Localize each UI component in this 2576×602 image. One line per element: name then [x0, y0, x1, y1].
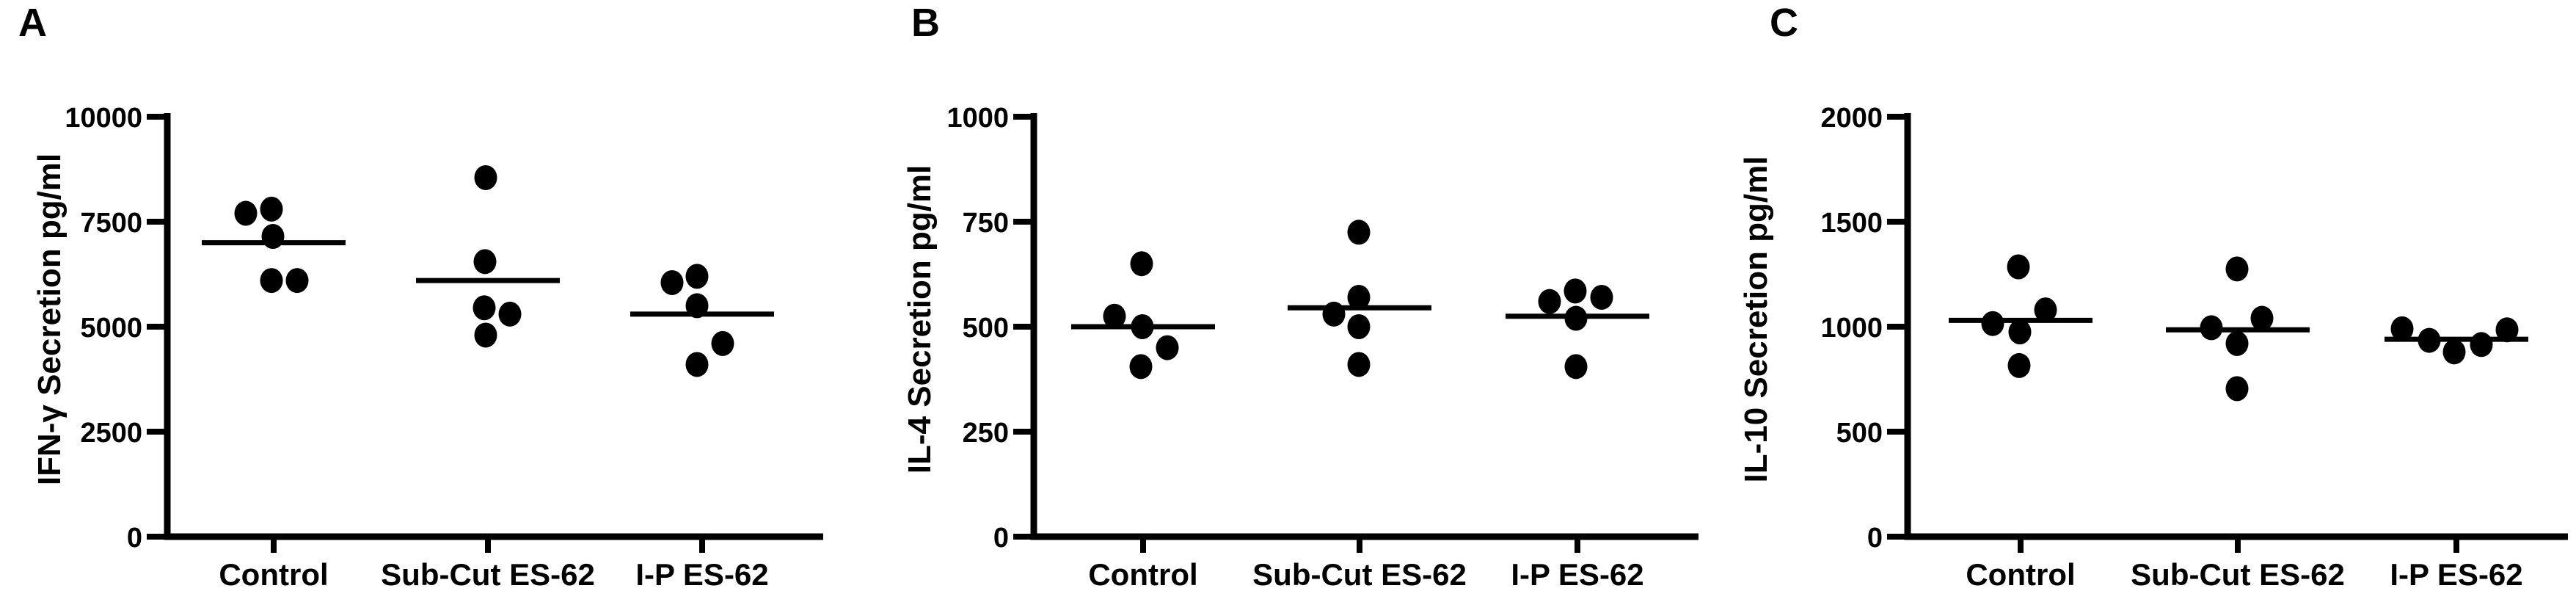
panel-letter-a: A: [18, 1, 47, 45]
data-point: [2470, 332, 2493, 358]
y-tick-label: 1000: [946, 103, 1009, 134]
y-tick-label: 750: [963, 208, 1009, 239]
panel-a-ifn-gamma: A 0 2500 5000 7500 10000 IFN-γ Secretion pg/m…: [0, 0, 858, 602]
data-point: [660, 269, 684, 295]
data-point: [1564, 354, 1588, 380]
data-point: [1103, 303, 1126, 329]
data-point: [472, 295, 496, 321]
x-tick-label: I-P ES-62: [1511, 557, 1643, 592]
x-tick-label: I-P ES-62: [635, 557, 768, 592]
data-point: [1347, 314, 1371, 339]
data-point: [260, 196, 283, 222]
panel-c-il10: C 0 500 1000 1500 2000 IL-10 Secretion pg/ml C…: [1717, 0, 2576, 602]
data-point: [234, 200, 258, 226]
panel-letter-b: B: [911, 1, 940, 45]
y-tick-label: 500: [1836, 418, 1883, 449]
x-tick-label: Sub-Cut ES-62: [1252, 557, 1467, 592]
y-axis-title: IL-4 Secretion pg/ml: [902, 165, 938, 474]
data-point: [474, 164, 497, 190]
y-tick-label: 0: [1867, 523, 1883, 554]
x-tick-label: Control: [1088, 557, 1197, 592]
data-point: [2034, 297, 2057, 323]
data-point: [474, 322, 497, 348]
data-point: [685, 264, 709, 289]
y-tick-label: 5000: [80, 313, 142, 344]
panel-letter-c: C: [1770, 1, 1798, 45]
y-axis-title: IFN-γ Secretion pg/ml: [32, 153, 67, 485]
y-tick-label: 2500: [80, 418, 142, 449]
data-point: [473, 249, 497, 275]
y-tick-label: 1000: [1820, 313, 1883, 344]
x-tick-label: I-P ES-62: [2390, 557, 2522, 592]
data-point: [2008, 319, 2032, 345]
data-point: [1981, 311, 2004, 336]
y-tick-label: 0: [993, 523, 1009, 554]
y-tick-label: 250: [963, 418, 1009, 449]
y-tick-label: 500: [963, 313, 1009, 344]
data-point: [2007, 352, 2031, 378]
data-point: [711, 330, 734, 356]
data-point: [1347, 220, 1371, 245]
data-point: [2225, 376, 2249, 402]
data-point: [1129, 354, 1153, 380]
data-point: [2390, 316, 2414, 341]
data-point: [1130, 251, 1153, 277]
y-tick-label: 10000: [65, 103, 142, 134]
x-tick-label: Control: [1966, 557, 2075, 592]
y-tick-label: 0: [127, 523, 142, 554]
data-point: [1590, 284, 1613, 310]
data-point: [1564, 278, 1587, 304]
data-point: [2250, 305, 2274, 331]
data-point: [260, 268, 283, 294]
data-point: [2495, 317, 2519, 343]
data-point: [285, 268, 309, 294]
data-point: [1347, 284, 1371, 310]
data-point: [1347, 352, 1371, 377]
y-tick-label: 1500: [1820, 208, 1883, 239]
data-point: [1538, 289, 1561, 314]
x-tick-label: Sub-Cut ES-62: [381, 557, 595, 592]
panel-b-il4: B 0 250 500 750 1000 IL-4 Secretion pg/ml Cont…: [858, 0, 1717, 602]
data-point: [2007, 254, 2030, 280]
il10-scatter-plot: 0 500 1000 1500 2000 IL-10 Secretion pg/ml Con…: [1738, 103, 2568, 592]
data-point: [2225, 330, 2249, 356]
x-tick-label: Sub-Cut ES-62: [2131, 557, 2345, 592]
ifn-gamma-scatter-plot: 0 2500 5000 7500 10000 IFN-γ Secretion pg/ml C…: [32, 103, 823, 592]
y-axis-title: IL-10 Secretion pg/ml: [1738, 156, 1774, 483]
data-point: [498, 301, 522, 327]
data-point: [685, 352, 709, 377]
data-point: [2225, 256, 2249, 282]
data-point: [2442, 339, 2466, 365]
il4-scatter-plot: 0 250 500 750 1000 IL-4 Secretion pg/ml Contro…: [902, 103, 1699, 592]
x-tick-label: Control: [219, 557, 328, 592]
y-tick-label: 2000: [1820, 103, 1883, 134]
y-tick-label: 7500: [80, 208, 142, 239]
data-point: [1156, 335, 1179, 360]
